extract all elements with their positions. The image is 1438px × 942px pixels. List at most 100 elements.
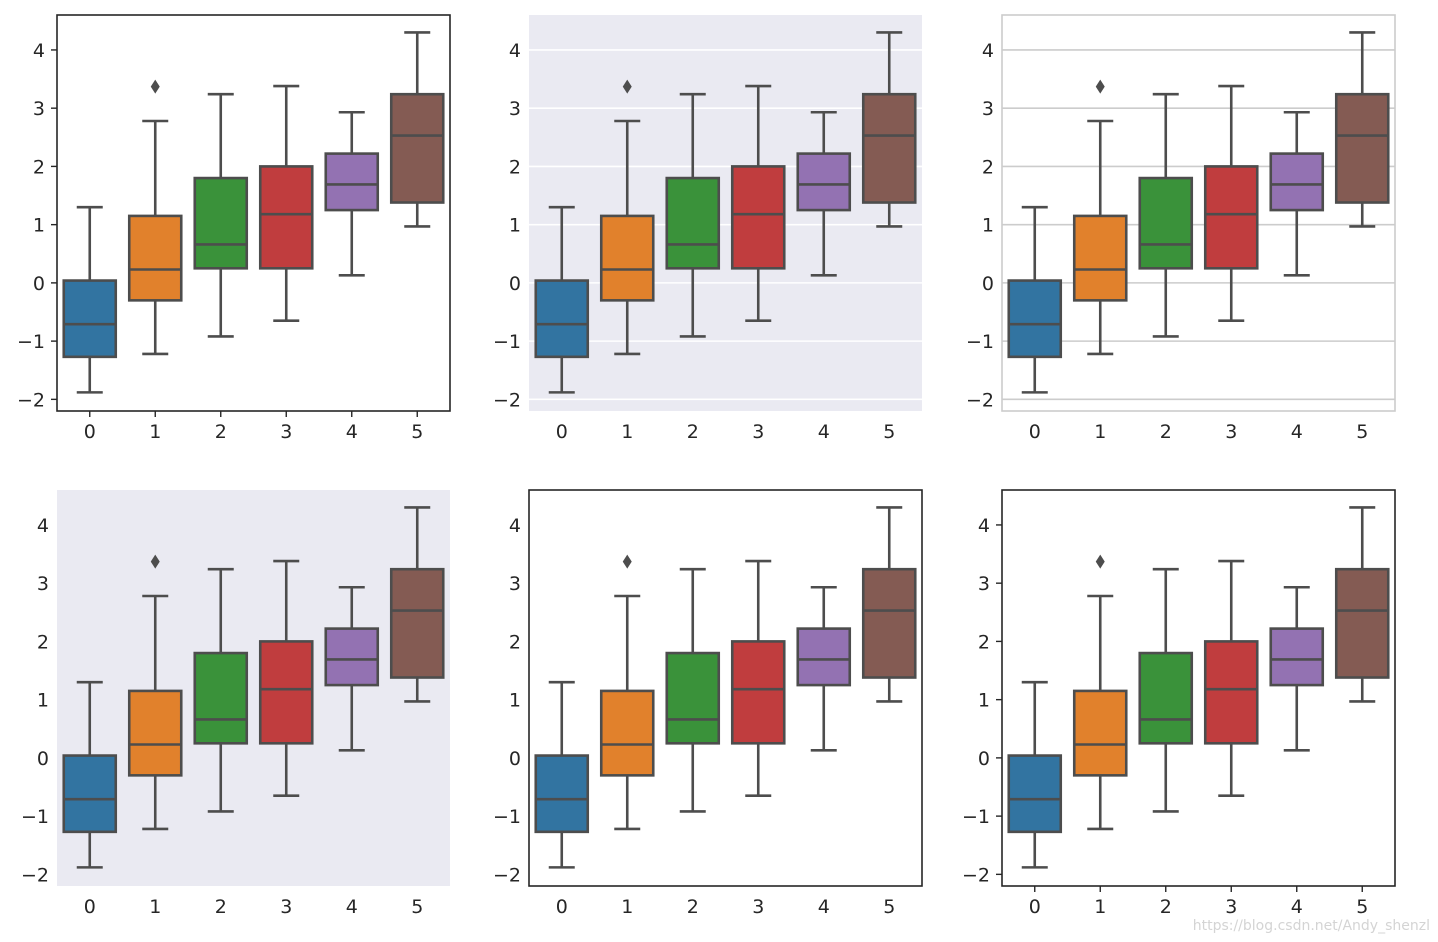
panel-4-dark: −2 −1 0 1 2 3 4 0 1 2 3 4 5: [21, 490, 450, 918]
box-category-5: [1334, 31, 1390, 228]
x-tick-label: 1: [1094, 896, 1106, 918]
x-tick-label: 1: [621, 421, 633, 443]
box-iqr: [730, 640, 786, 745]
y-tick-label: 2: [509, 631, 521, 653]
y-tick-label: 0: [509, 273, 521, 295]
box-iqr: [1138, 176, 1194, 270]
box-category-1: [599, 554, 655, 831]
box-iqr: [62, 279, 118, 359]
x-tick-label: 4: [346, 421, 358, 443]
x-tick-label: 1: [149, 421, 161, 443]
box-iqr: [796, 627, 852, 687]
y-tick-label: 1: [509, 690, 521, 712]
x-tick-label: 5: [411, 896, 423, 918]
box-iqr: [1007, 279, 1063, 359]
box-iqr: [1269, 627, 1325, 687]
y-tick-label: −2: [493, 864, 521, 886]
x-tick-label: 3: [280, 421, 292, 443]
box-category-1: [599, 79, 655, 356]
y-tick-label: 0: [509, 748, 521, 770]
box-iqr: [1203, 640, 1259, 745]
x-tick-label: 4: [346, 896, 358, 918]
box-category-4: [1269, 110, 1325, 277]
x-tick-label: 2: [1160, 896, 1172, 918]
axes-frame: [1001, 489, 1396, 887]
x-tick-label: 0: [84, 896, 96, 918]
box-iqr: [665, 176, 721, 270]
x-tick-label: 4: [1291, 896, 1303, 918]
y-tick-label: 0: [33, 273, 45, 295]
box-iqr: [62, 754, 118, 834]
x-tick-label: 0: [84, 421, 96, 443]
x-tick-label: 5: [883, 421, 895, 443]
panel-3-whitegrid: −2 −1 0 1 2 3 4 0 1 2 3 4 5: [966, 14, 1396, 443]
plot-background: [529, 490, 922, 886]
x-tick-label: 2: [1160, 421, 1172, 443]
x-tick-label: 5: [1356, 896, 1368, 918]
box-category-3: [1203, 84, 1259, 323]
x-tick-label: 0: [556, 896, 568, 918]
box-iqr: [730, 165, 786, 270]
y-tick-label: 3: [509, 98, 521, 120]
y-tick-label: −2: [966, 389, 994, 411]
y-tick-label: 1: [509, 215, 521, 237]
box-category-3: [730, 559, 786, 798]
y-tick-label: −1: [17, 331, 45, 353]
y-tick-label: −1: [493, 806, 521, 828]
box-iqr: [1269, 152, 1325, 212]
box-iqr: [665, 651, 721, 745]
y-tick-label: 1: [37, 690, 49, 712]
panel-5-white: −2 −1 0 1 2 3 4 0 1 2 3 4 5: [493, 489, 923, 918]
y-tick-label: 1: [33, 215, 45, 237]
x-tick-label: 3: [752, 896, 764, 918]
y-tick-label: 0: [978, 748, 990, 770]
x-tick-label: 0: [1029, 421, 1041, 443]
plot-background: [57, 15, 450, 411]
box-category-1: [127, 79, 183, 356]
box-category-4: [796, 585, 852, 752]
box-category-5: [389, 31, 445, 228]
box-category-5: [861, 31, 917, 228]
x-tick-label: 0: [1029, 896, 1041, 918]
y-tick-label: 4: [978, 515, 990, 537]
axes-frame: [1001, 14, 1396, 412]
y-tick-label: 0: [37, 748, 49, 770]
panel-6-ticks: −2 −1 0 1 2 3 4 0 1 2 3 4 5: [962, 489, 1396, 918]
box-iqr: [1334, 567, 1390, 679]
box-iqr: [1072, 689, 1128, 777]
y-tick-label: 4: [37, 515, 49, 537]
box-category-4: [324, 585, 380, 752]
box-iqr: [861, 92, 917, 204]
y-tick-label: 3: [978, 573, 990, 595]
y-tick-label: 2: [33, 156, 45, 178]
y-tick-label: 2: [509, 156, 521, 178]
y-tick-label: 4: [33, 40, 45, 62]
box-category-2: [665, 92, 721, 338]
y-tick-label: −1: [966, 331, 994, 353]
box-category-4: [324, 110, 380, 277]
x-tick-label: 3: [752, 421, 764, 443]
box-iqr: [258, 640, 314, 745]
y-tick-label: 2: [982, 156, 994, 178]
box-category-3: [1203, 559, 1259, 798]
box-category-0: [1007, 680, 1063, 869]
y-tick-label: 1: [978, 690, 990, 712]
box-iqr: [193, 651, 249, 745]
x-tick-label: 5: [411, 421, 423, 443]
x-tick-label: 2: [215, 421, 227, 443]
box-iqr: [1007, 754, 1063, 834]
outlier-point: [150, 554, 160, 569]
x-tick-label: 1: [149, 896, 161, 918]
box-iqr: [324, 152, 380, 212]
box-iqr: [1203, 165, 1259, 270]
outlier-point: [150, 79, 160, 94]
x-tick-label: 1: [1094, 421, 1106, 443]
box-category-1: [1072, 79, 1128, 356]
y-tick-label: −1: [962, 806, 990, 828]
box-category-4: [796, 110, 852, 277]
box-category-4: [1269, 585, 1325, 752]
box-category-5: [389, 506, 445, 703]
outlier-point: [622, 79, 632, 94]
box-iqr: [534, 754, 590, 834]
y-tick-label: 3: [33, 98, 45, 120]
